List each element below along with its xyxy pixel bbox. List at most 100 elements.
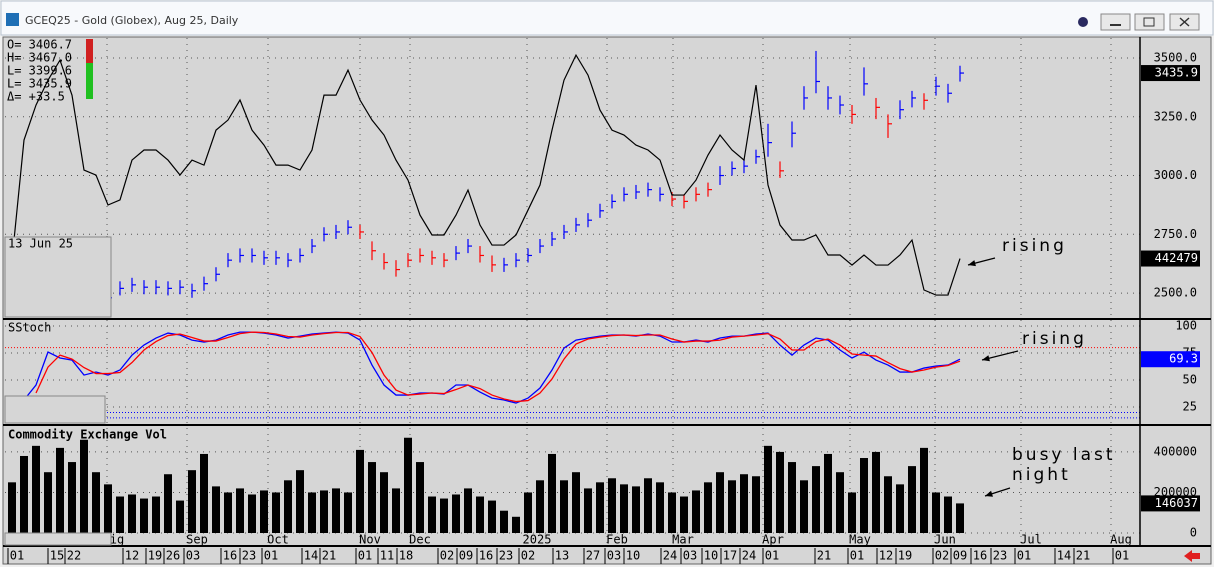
volume-bar	[824, 453, 832, 533]
volume-bar	[584, 488, 592, 533]
volume-bar	[752, 476, 760, 533]
x-day-label: 02	[521, 549, 535, 563]
volume-bar	[944, 496, 952, 533]
volume-bar	[332, 488, 340, 533]
volume-bar	[260, 490, 268, 533]
x-day-label: 01	[765, 549, 779, 563]
x-month-label: May	[849, 533, 871, 547]
price-readout: Δ= +33.5	[7, 90, 65, 104]
volume-bar	[800, 480, 808, 533]
x-day-label: 17	[723, 549, 737, 563]
maximize-button[interactable]	[1134, 13, 1165, 31]
x-day-label: 23	[499, 549, 513, 563]
volume-bar	[692, 490, 700, 533]
x-day-label: 14	[1057, 549, 1071, 563]
volume-bar	[200, 453, 208, 533]
volume-bar	[80, 439, 88, 533]
x-month-label: Jul	[1020, 533, 1042, 547]
volume-bar	[764, 445, 772, 533]
volume-bar	[740, 474, 748, 533]
last-oi-label-box	[1141, 250, 1200, 267]
volume-bar	[380, 472, 388, 533]
volume-bar	[836, 472, 844, 533]
volume-bar	[680, 496, 688, 533]
y-tick-label: 25	[1183, 400, 1197, 414]
price-readout: L= 3435.9	[7, 77, 72, 91]
y-tick-label: 3000.0	[1154, 168, 1197, 182]
volume-bar	[860, 458, 868, 533]
volume-bar	[488, 500, 496, 533]
x-day-label: 02	[440, 549, 454, 563]
last-oi-label: 442479	[1155, 251, 1198, 265]
annotation: rising	[1002, 236, 1067, 256]
volume-bar	[452, 494, 460, 533]
volume-bar	[644, 478, 652, 533]
volume-bar	[116, 496, 124, 533]
annotation-arrowhead	[982, 355, 990, 362]
last-stoch-label: 69.3	[1169, 352, 1198, 366]
volume-bar	[668, 492, 676, 533]
volume-bar	[476, 496, 484, 533]
y-tick-label: 3250.0	[1154, 109, 1197, 123]
volume-bar	[704, 482, 712, 533]
volume-readout-box	[4, 532, 112, 546]
y-tick-label: 2500.0	[1154, 286, 1197, 300]
volume-bar	[500, 510, 508, 533]
x-day-label: 19	[898, 549, 912, 563]
x-day-label: 10	[626, 549, 640, 563]
scroll-arrow[interactable]	[1184, 550, 1200, 562]
volume-bar	[428, 496, 436, 533]
volume-bar	[320, 490, 328, 533]
title-bar	[0, 0, 1214, 36]
last-price-label: 3435.9	[1155, 66, 1198, 80]
volume-bar	[56, 447, 64, 533]
volume-bar	[656, 482, 664, 533]
data-box	[4, 236, 112, 318]
volume-bar	[224, 492, 232, 533]
volume-bar	[416, 462, 424, 533]
x-month-label: Nov	[359, 533, 381, 547]
volume-bar	[128, 494, 136, 533]
x-day-label: 13	[555, 549, 569, 563]
volume-bar	[272, 492, 280, 533]
y-tick-label: 2750.0	[1154, 227, 1197, 241]
plot-layer: O= 3406.7H= 3467.0L= 3399.6L= 3435.9Δ= +…	[5, 38, 1200, 564]
stoch-readout-box	[4, 395, 106, 424]
annotation-arrowhead	[968, 260, 976, 267]
volume-bar	[248, 494, 256, 533]
volume-bar	[164, 474, 172, 533]
x-day-label: 16	[479, 549, 493, 563]
volume-bar	[812, 466, 820, 533]
x-day-label: 27	[586, 549, 600, 563]
x-day-label: 21	[322, 549, 336, 563]
volume-bar	[716, 472, 724, 533]
x-day-label: 15	[50, 549, 64, 563]
stoch-line	[35, 331, 961, 403]
x-day-label: 12	[125, 549, 139, 563]
volume-bar	[536, 480, 544, 533]
x-day-label: 23	[242, 549, 256, 563]
change-indicator-red	[86, 39, 93, 63]
volume-bar	[788, 462, 796, 533]
volume-bar	[920, 447, 928, 533]
last-volume-label: 146037	[1155, 496, 1198, 510]
minimize-button[interactable]	[1100, 13, 1131, 31]
x-day-label: 24	[663, 549, 677, 563]
volume-bar	[632, 486, 640, 533]
x-day-label: 03	[186, 549, 200, 563]
x-day-label: 14	[304, 549, 318, 563]
volume-bar	[8, 482, 16, 533]
open-interest-line	[11, 53, 961, 296]
volume-bar	[608, 478, 616, 533]
x-month-label: Oct	[267, 533, 289, 547]
x-month-label: Dec	[409, 533, 431, 547]
y-tick-label: 50	[1183, 373, 1197, 387]
x-month-label: Feb	[606, 533, 628, 547]
status-dot[interactable]	[1078, 17, 1088, 27]
volume-bar	[176, 500, 184, 533]
annotation: busy last	[1012, 445, 1116, 465]
x-day-label: 01	[358, 549, 372, 563]
x-day-label: 02	[935, 549, 949, 563]
x-day-label: 23	[993, 549, 1007, 563]
annotation: rising	[1022, 329, 1087, 349]
